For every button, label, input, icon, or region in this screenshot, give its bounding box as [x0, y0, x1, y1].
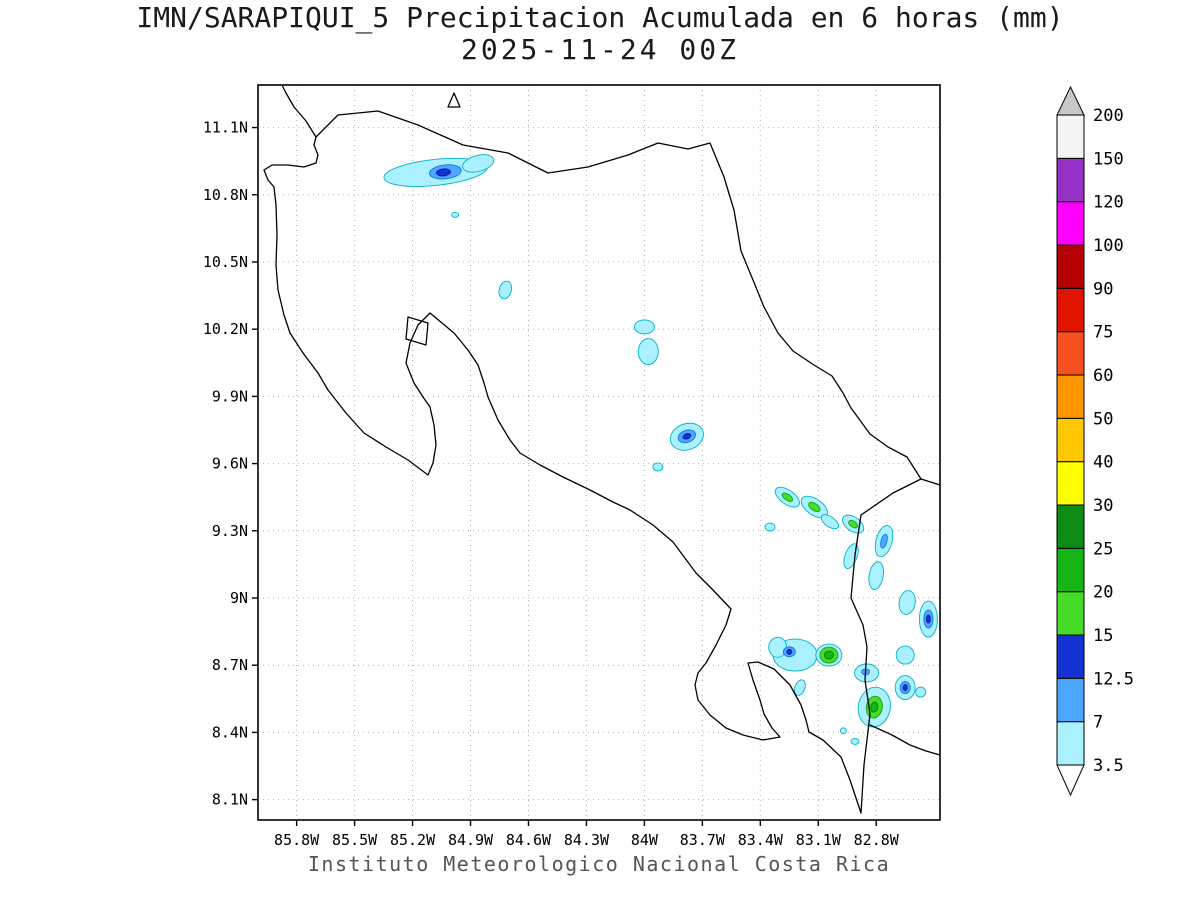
coastline-path — [281, 84, 317, 138]
colorbar-band — [1056, 114, 1085, 159]
colorbar-band — [1056, 504, 1085, 549]
x-axis-label: 85.5W — [332, 831, 378, 849]
header: IMN/SARAPIQUI_5 Precipitacion Acumulada … — [0, 2, 1200, 66]
coastlines — [263, 84, 941, 814]
y-axis-label: 10.8N — [203, 186, 248, 204]
y-axis-label: 11.1N — [203, 119, 248, 137]
precip-cell — [794, 679, 806, 696]
coastline-path — [263, 136, 922, 814]
map-canvas: 85.8W 85.5W 85.2W 84.9W 84.6W 84.3W 84W 83.7W 83… — [203, 84, 941, 849]
colorbar-band — [1056, 721, 1085, 766]
colorbar-canvas: 3.5 7 12.5 15 20 25 30 40 50 60 75 90 100 120 150 200 — [1056, 85, 1134, 797]
x-axis-label: 84.9W — [448, 831, 494, 849]
coastline-path — [405, 316, 429, 346]
colorbar-band — [1056, 287, 1085, 333]
precip-map: 85.8W 85.5W 85.2W 84.9W 84.6W 84.3W 84W 83.7W 83… — [195, 75, 960, 865]
coastline-path — [869, 724, 941, 756]
colorbar-arrow-top — [1056, 85, 1085, 116]
precip-cell — [868, 561, 884, 590]
colorbar-label: 75 — [1093, 323, 1113, 343]
x-axis-label: 85.2W — [390, 831, 436, 849]
precip-cell — [808, 501, 821, 513]
colorbar-band — [1056, 677, 1085, 723]
colorbar-label: 12.5 — [1093, 669, 1134, 689]
colorbar-band — [1056, 634, 1085, 679]
x-axis-label: 85.8W — [274, 831, 320, 849]
colorbar-band — [1056, 461, 1085, 506]
y-axis-label: 10.2N — [203, 320, 248, 338]
x-axis-label: 84.6W — [506, 831, 552, 849]
precip-cell — [848, 519, 858, 529]
colorbar-label: 7 — [1093, 713, 1103, 733]
colorbar-label: 90 — [1093, 279, 1113, 299]
y-axis-label: 8.4N — [212, 723, 248, 741]
colorbar-label: 200 — [1093, 106, 1124, 126]
precip-cell — [895, 645, 915, 665]
colorbar-label: 15 — [1093, 626, 1113, 646]
x-axis-label: 82.8W — [854, 831, 900, 849]
coastline-path — [447, 92, 461, 108]
precip-cell — [823, 650, 834, 660]
precip-cell — [915, 686, 927, 698]
colorbar-label: 20 — [1093, 583, 1113, 603]
precip-cell — [820, 514, 840, 530]
map-subtitle: 2025-11-24 00Z — [460, 33, 739, 66]
precip-cell — [451, 211, 460, 218]
precip-cell — [764, 522, 776, 532]
x-axis-label: 84W — [631, 831, 659, 849]
colorbar-label: 120 — [1093, 193, 1124, 213]
x-axis-label: 83.7W — [680, 831, 726, 849]
precip-cell — [850, 737, 860, 745]
colorbar-band — [1056, 331, 1085, 376]
precip-cell — [633, 319, 655, 335]
precip-cell — [781, 492, 794, 502]
precip-cell — [682, 433, 692, 440]
map-background — [258, 85, 940, 820]
precip-cell — [498, 280, 512, 300]
y-axis-label: 9.6N — [212, 455, 248, 473]
y-axis-label: 10.5N — [203, 253, 248, 271]
y-axis-label: 8.7N — [212, 656, 248, 674]
precip-cell — [898, 590, 916, 615]
colorbar-label: 40 — [1093, 453, 1113, 473]
coastline-path — [315, 110, 941, 486]
colorbar-label: 100 — [1093, 236, 1124, 256]
colorbar-label: 50 — [1093, 409, 1113, 429]
precip-cell — [436, 168, 451, 177]
colorbar-band — [1056, 417, 1085, 463]
colorbar-label: 60 — [1093, 366, 1113, 386]
y-axis-label: 9.3N — [212, 522, 248, 540]
map-title: IMN/SARAPIQUI_5 Precipitacion Acumulada … — [136, 1, 1064, 34]
x-axis-label: 84.3W — [564, 831, 610, 849]
colorbar-label: 150 — [1093, 149, 1124, 169]
map-frame — [257, 84, 941, 821]
colorbar-label: 25 — [1093, 539, 1113, 559]
colorbar-band — [1056, 244, 1085, 289]
colorbar-band — [1056, 157, 1085, 203]
y-axis-label: 9.9N — [212, 387, 248, 405]
precip-cell — [786, 648, 793, 655]
colorbar-legend: 3.5 7 12.5 15 20 25 30 40 50 60 75 90 100 120 150 200 — [1045, 75, 1195, 865]
y-axis-label: 9N — [230, 589, 248, 607]
precip-cell — [839, 727, 847, 735]
x-axis-label: 83.1W — [796, 831, 842, 849]
x-axis-label: 83.4W — [738, 831, 784, 849]
precip-cell — [652, 462, 664, 472]
colorbar-band — [1056, 374, 1085, 419]
precip-cell — [925, 614, 931, 624]
precip-cell — [902, 684, 908, 692]
colorbar-band — [1056, 201, 1085, 246]
precip-cell — [880, 533, 888, 549]
colorbar-label: 30 — [1093, 496, 1113, 516]
precip-cell — [870, 701, 879, 713]
colorbar-arrow-bottom — [1056, 764, 1085, 797]
colorbar-band — [1056, 591, 1085, 636]
colorbar-band — [1056, 547, 1085, 593]
y-axis-label: 8.1N — [212, 791, 248, 809]
footer-caption: Instituto Meteorologico Nacional Costa R… — [307, 852, 891, 876]
precip-cell — [462, 154, 495, 173]
colorbar-label: 3.5 — [1093, 756, 1124, 776]
precip-cell — [637, 338, 659, 366]
